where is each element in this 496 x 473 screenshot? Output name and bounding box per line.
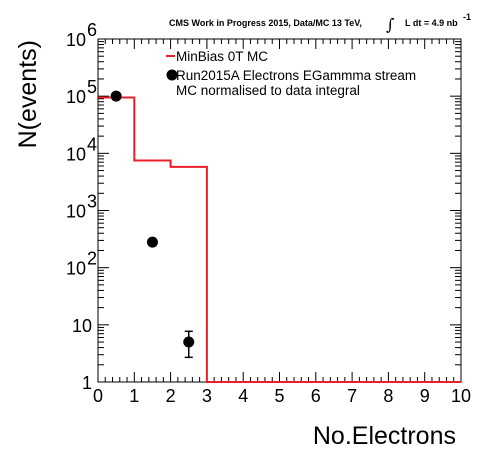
header-lumi-exponent: -1 [463,12,471,22]
series-minbias-mc [98,96,461,383]
x-tick-label: 10 [451,386,471,406]
y-tick-label: 10 [66,144,86,164]
header-experiment-text: CMS Work in Progress 2015, Data/MC 13 Te… [169,18,362,28]
series-run2015a-data [110,90,195,359]
x-tick-label: 5 [274,386,284,406]
legend: MinBias 0T MC Run2015A Electrons EGammma… [166,49,416,98]
y-tick-label: 10 [66,259,86,279]
data-point [183,336,195,348]
data-point [146,236,158,248]
x-tick-label: 6 [311,386,321,406]
mc-step-line [98,96,461,383]
axis-ticks [97,38,462,383]
x-tick-label: 8 [383,386,393,406]
y-tick-label: 10 [66,87,86,107]
y-tick-label: 10 [72,316,92,336]
y-axis-title: N(events) [14,40,42,148]
y-tick-label: 10 [66,30,86,50]
y-tick-exponent: 2 [87,249,97,269]
x-tick-label: 7 [347,386,357,406]
header-lumi-text: L dt = 4.9 nb [405,18,458,28]
legend-data-label: Run2015A Electrons EGammma stream [176,68,416,83]
x-tick-label: 1 [129,386,139,406]
y-tick-exponent: 4 [87,134,97,154]
legend-data-marker-icon [166,69,178,81]
x-tick-label: 4 [238,386,248,406]
x-axis-title: No.Electrons [313,422,456,450]
x-tick-label: 0 [93,386,103,406]
x-tick-labels: 0 1 2 3 4 5 6 7 8 9 10 [93,386,471,406]
integral-symbol: ∫ [386,15,394,34]
x-tick-label: 3 [202,386,212,406]
data-point [110,90,122,102]
y-tick-exponent: 3 [87,192,97,212]
legend-note: MC normalised to data integral [176,83,360,98]
x-tick-label: 9 [420,386,430,406]
y-tick-label: 10 [66,202,86,222]
x-tick-label: 2 [166,386,176,406]
y-tick-exponent: 5 [87,77,97,97]
y-tick-exponent: 6 [87,20,97,40]
legend-mc-label: MinBias 0T MC [176,49,268,64]
y-tick-label: 1 [82,373,92,393]
